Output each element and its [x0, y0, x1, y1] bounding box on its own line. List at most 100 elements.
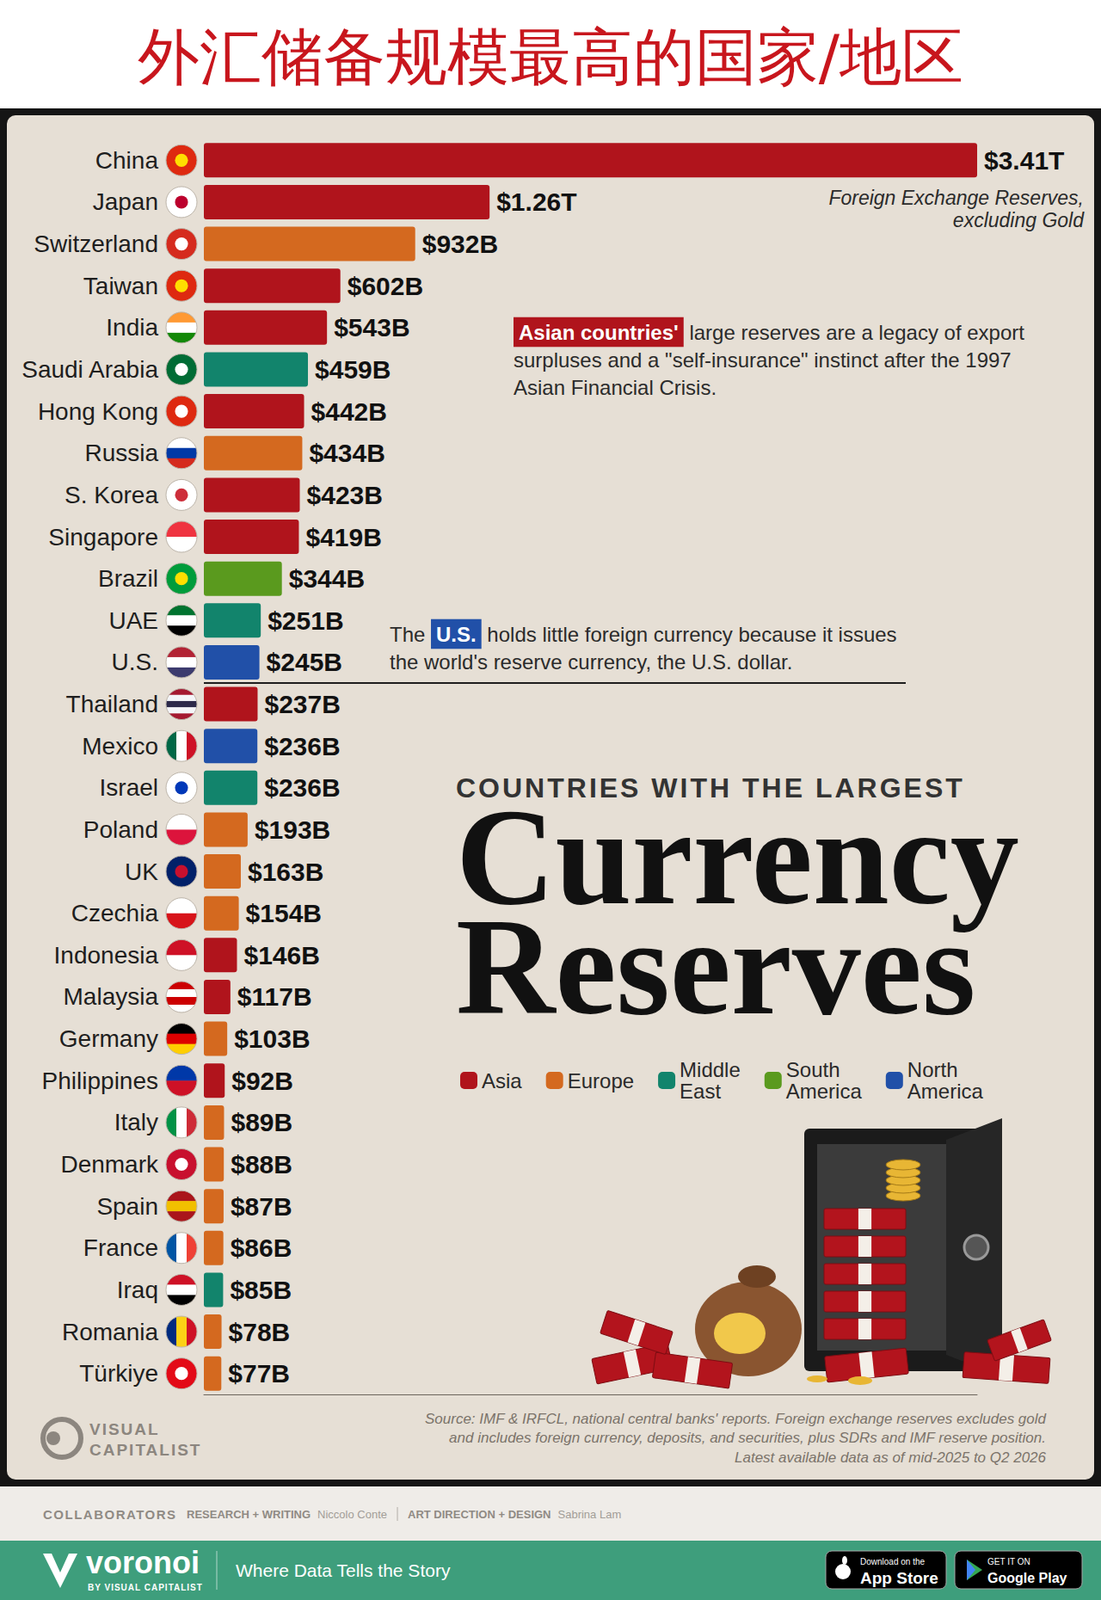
svg-text:Hong Kong: Hong Kong: [37, 398, 159, 425]
svg-text:$1.26T: $1.26T: [496, 187, 577, 216]
svg-text:$78B: $78B: [228, 1317, 291, 1347]
svg-text:$423B: $423B: [307, 480, 383, 510]
svg-text:the: the: [930, 348, 960, 372]
svg-text:VISUAL: VISUAL: [89, 1420, 160, 1439]
svg-text:Asian: Asian: [513, 375, 566, 400]
svg-text:UAE: UAE: [108, 607, 159, 634]
svg-text:Download on the: Download on the: [860, 1556, 925, 1567]
svg-text:South: South: [786, 1057, 841, 1082]
svg-text:Middle: Middle: [679, 1057, 741, 1082]
svg-text:COUNTRIES WITH THE LARGEST: COUNTRIES WITH THE LARGEST: [455, 772, 966, 804]
svg-text:Germany: Germany: [59, 1025, 159, 1052]
svg-text:Where Data Tells the Story: Where Data Tells the Story: [235, 1560, 451, 1581]
svg-text:$103B: $103B: [233, 1024, 310, 1053]
svg-text:Latest available data as of mi: Latest available data as of mid-2025 to …: [734, 1449, 1047, 1466]
svg-text:the: the: [657, 650, 686, 674]
svg-text:$88B: $88B: [230, 1150, 293, 1179]
svg-text:Philippines: Philippines: [42, 1067, 159, 1095]
svg-text:The: The: [389, 622, 425, 646]
svg-text:Asian countries': Asian countries': [518, 320, 679, 345]
svg-text:excluding: excluding: [953, 209, 1037, 232]
svg-text:Crisis.: Crisis.: [658, 375, 717, 400]
svg-text:$193B: $193B: [254, 815, 331, 844]
svg-text:$117B: $117B: [237, 982, 313, 1011]
svg-text:issues: issues: [838, 622, 898, 646]
svg-text:France: France: [83, 1234, 159, 1261]
svg-text:$434B: $434B: [308, 438, 385, 468]
svg-text:CAPITALIST: CAPITALIST: [89, 1440, 202, 1459]
svg-text:Foreign: Foreign: [828, 186, 896, 210]
svg-text:surpluses: surpluses: [513, 348, 603, 372]
svg-text:$543B: $543B: [333, 313, 410, 342]
svg-text:$92B: $92B: [231, 1066, 294, 1095]
svg-text:$602B: $602B: [347, 271, 424, 301]
svg-text:America: America: [786, 1079, 863, 1103]
svg-text:GET IT ON: GET IT ON: [987, 1556, 1031, 1567]
svg-text:world's: world's: [423, 650, 488, 674]
svg-text:Gold: Gold: [1041, 209, 1085, 232]
svg-text:$236B: $236B: [264, 773, 340, 802]
svg-text:$3.41T: $3.41T: [984, 146, 1065, 175]
svg-text:legacy: legacy: [879, 320, 939, 345]
svg-text:Czechia: Czechia: [71, 899, 160, 927]
svg-text:$237B: $237B: [264, 689, 340, 719]
svg-text:after: after: [884, 348, 926, 372]
svg-text:$459B: $459B: [314, 355, 391, 384]
svg-text:Iraq: Iraq: [116, 1276, 159, 1304]
svg-text:$154B: $154B: [246, 898, 322, 928]
svg-text:外汇储备规模最高的国家/地区: 外汇储备规模最高的国家/地区: [137, 20, 964, 93]
svg-text:Reserves: Reserves: [455, 890, 976, 1044]
svg-text:$236B: $236B: [264, 731, 340, 761]
svg-text:$932B: $932B: [422, 229, 499, 259]
svg-text:America: America: [907, 1079, 985, 1103]
svg-text:$163B: $163B: [247, 857, 324, 886]
svg-text:are: are: [825, 320, 856, 345]
svg-text:the: the: [389, 650, 419, 674]
svg-text:dollar.: dollar.: [737, 650, 793, 674]
svg-text:and includes foreign currency,: and includes foreign currency, deposits,…: [449, 1429, 1046, 1446]
svg-text:U.S.: U.S.: [691, 650, 732, 674]
svg-text:Exchange: Exchange: [901, 186, 990, 210]
svg-text:reserves: reserves: [740, 320, 820, 345]
svg-text:$245B: $245B: [266, 647, 343, 677]
svg-text:holds: holds: [486, 622, 536, 646]
svg-text:$77B: $77B: [227, 1359, 290, 1388]
svg-text:Saudi Arabia: Saudi Arabia: [21, 356, 159, 383]
svg-text:Brazil: Brazil: [98, 565, 159, 592]
svg-text:and: and: [607, 348, 642, 372]
svg-text:Niccolo Conte: Niccolo Conte: [317, 1507, 388, 1521]
svg-text:Financial: Financial: [571, 375, 654, 400]
svg-text:$251B: $251B: [267, 606, 344, 635]
svg-text:Türkiye: Türkiye: [79, 1359, 159, 1387]
svg-text:currency,: currency,: [567, 650, 652, 674]
svg-text:of: of: [944, 320, 962, 345]
svg-text:$85B: $85B: [229, 1275, 292, 1304]
svg-text:COLLABORATORS: COLLABORATORS: [43, 1506, 178, 1522]
svg-text:BY VISUAL CAPITALIST: BY VISUAL CAPITALIST: [87, 1582, 203, 1593]
svg-text:1997: 1997: [965, 348, 1011, 372]
svg-text:UK: UK: [124, 858, 159, 886]
svg-text:Indonesia: Indonesia: [54, 941, 160, 969]
svg-text:because: because: [738, 622, 818, 646]
svg-text:voronoi: voronoi: [86, 1544, 200, 1581]
svg-text:$146B: $146B: [243, 941, 320, 970]
svg-text:$344B: $344B: [289, 564, 365, 593]
svg-text:a: a: [647, 348, 660, 372]
svg-text:Sabrina Lam: Sabrina Lam: [558, 1507, 622, 1521]
svg-text:Google Play: Google Play: [987, 1570, 1068, 1586]
svg-text:Japan: Japan: [92, 188, 159, 216]
svg-text:Switzerland: Switzerland: [33, 230, 159, 258]
svg-text:North: North: [907, 1057, 959, 1082]
svg-text:a: a: [861, 320, 874, 345]
svg-text:Singapore: Singapore: [48, 523, 159, 551]
svg-text:currency: currency: [653, 622, 733, 646]
svg-text:little: little: [541, 622, 579, 646]
svg-text:India: India: [105, 313, 159, 341]
svg-text:Romania: Romania: [61, 1318, 159, 1346]
svg-text:U.S.: U.S.: [436, 622, 477, 646]
svg-text:Malaysia: Malaysia: [63, 983, 160, 1010]
svg-text:East: East: [679, 1079, 721, 1103]
svg-text:$86B: $86B: [230, 1233, 293, 1262]
svg-text:Taiwan: Taiwan: [83, 272, 159, 300]
svg-text:S. Korea: S. Korea: [64, 481, 159, 509]
